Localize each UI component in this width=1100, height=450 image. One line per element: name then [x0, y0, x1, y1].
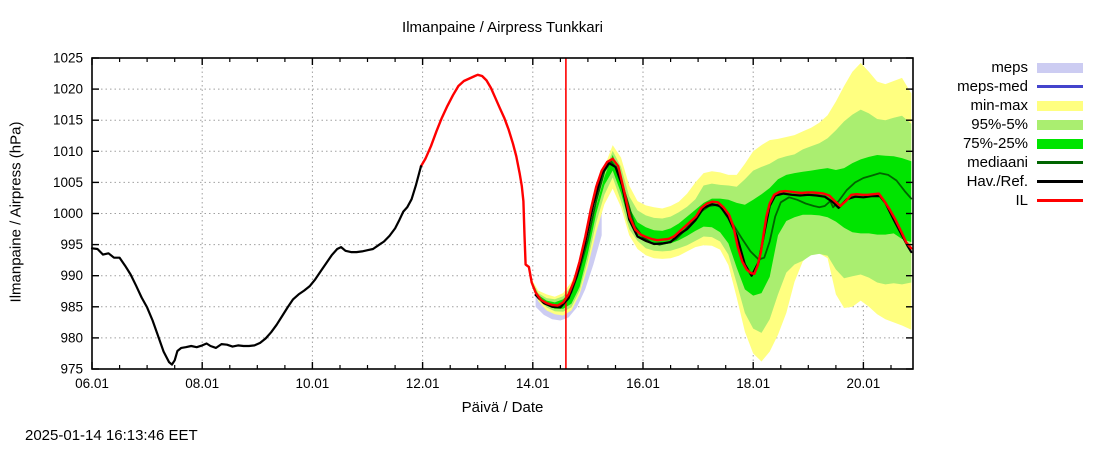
- 75-25-band-swatch: [1037, 138, 1083, 149]
- x-axis-label: Päivä / Date: [461, 399, 544, 416]
- x-tick-label: 14.01: [516, 376, 550, 391]
- 95-5-band-swatch: [1037, 119, 1083, 130]
- series-il: [419, 73, 913, 307]
- x-tick-label: 10.01: [296, 376, 330, 391]
- legend-label: 75%-25%: [962, 135, 1028, 152]
- legend-label: IL: [1015, 192, 1028, 209]
- y-tick-label: 1005: [53, 175, 83, 190]
- mediaani-line-swatch: [1037, 161, 1083, 164]
- x-tick-label: 06.01: [75, 376, 109, 391]
- y-tick-label: 995: [60, 237, 83, 252]
- legend-label: meps-med: [957, 78, 1028, 95]
- band-meps: [535, 188, 602, 321]
- series-observed: [90, 165, 423, 366]
- legend-item-75-25: 75%-25%: [905, 134, 1083, 153]
- x-tick-label: 16.01: [626, 376, 660, 391]
- x-tick-label: 12.01: [406, 376, 440, 391]
- y-tick-label: 980: [60, 330, 83, 345]
- il-line-swatch: [1037, 199, 1083, 202]
- meps-band-swatch: [1037, 62, 1083, 73]
- meps-med-line-swatch: [1037, 85, 1083, 88]
- hav-ref-line-swatch: [1037, 180, 1083, 183]
- y-tick-label: 985: [60, 299, 83, 314]
- legend: meps meps-med min-max 95%-5% 75%-25% med…: [905, 58, 1083, 210]
- min-max-band-swatch: [1037, 100, 1083, 111]
- y-tick-label: 1020: [53, 82, 83, 97]
- x-tick-label: 08.01: [185, 376, 219, 391]
- y-tick-label: 990: [60, 268, 83, 283]
- x-tick-label: 18.01: [736, 376, 770, 391]
- timestamp: 2025-01-14 16:13:46 EET: [25, 427, 198, 444]
- legend-item-il: IL: [905, 191, 1083, 210]
- legend-item-min-max: min-max: [905, 96, 1083, 115]
- legend-label: mediaani: [967, 154, 1028, 171]
- legend-item-meps: meps: [905, 58, 1083, 77]
- y-tick-label: 1010: [53, 144, 83, 159]
- legend-item-hav-ref: Hav./Ref.: [905, 172, 1083, 191]
- legend-label: min-max: [970, 97, 1028, 114]
- x-tick-label: 20.01: [847, 376, 881, 391]
- legend-label: Hav./Ref.: [966, 173, 1028, 190]
- legend-item-meps-med: meps-med: [905, 77, 1083, 96]
- y-tick-label: 1015: [53, 113, 83, 128]
- y-tick-label: 1000: [53, 206, 83, 221]
- legend-item-95-5: 95%-5%: [905, 115, 1083, 134]
- legend-item-mediaani: mediaani: [905, 153, 1083, 172]
- legend-label: meps: [991, 59, 1028, 76]
- chart-title: Ilmanpaine / Airpress Tunkkari: [402, 19, 603, 36]
- y-tick-label: 1025: [53, 51, 83, 66]
- legend-label: 95%-5%: [971, 116, 1028, 133]
- y-tick-label: 975: [60, 362, 83, 377]
